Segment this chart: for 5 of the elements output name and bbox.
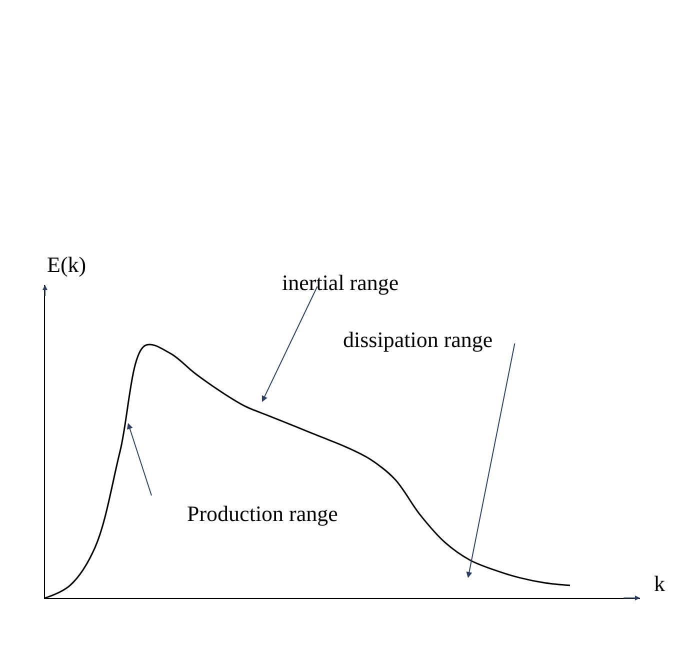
annotation: Production range xyxy=(187,501,338,526)
text: inertial range xyxy=(282,270,399,295)
y-axis-title: E(k) xyxy=(47,252,86,277)
x-axis-title: k xyxy=(654,571,665,596)
annotation: dissipation range xyxy=(343,327,493,352)
